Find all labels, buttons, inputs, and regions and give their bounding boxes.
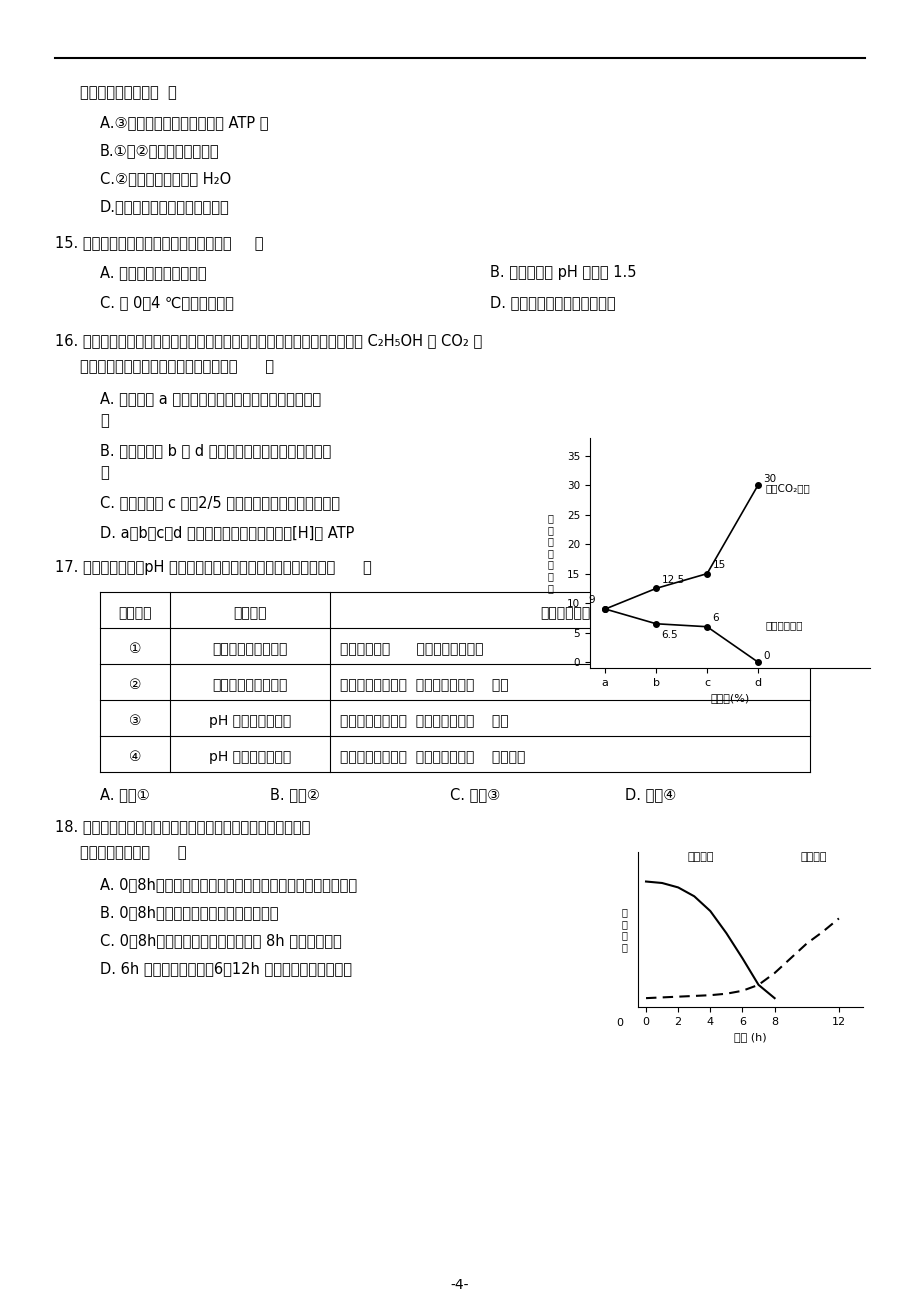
Text: D. 6h 时开始产生酒精，6～12h 酒精产生速率逐渐增大: D. 6h 时开始产生酒精，6～12h 酒精产生速率逐渐增大 — [100, 961, 352, 976]
Text: 产生CO₂的量: 产生CO₂的量 — [765, 483, 810, 493]
X-axis label: 氧浓度(%): 氧浓度(%) — [709, 693, 749, 703]
Text: ②: ② — [129, 678, 142, 691]
Text: 实验编号: 实验编号 — [119, 605, 152, 620]
Text: 6.5: 6.5 — [661, 630, 677, 639]
Text: 需氧呼吸: 需氧呼吸 — [687, 852, 713, 862]
Text: B. 当氧浓度为 b 和 d 时，酵母菌细胞呼吸的过程会不: B. 当氧浓度为 b 和 d 时，酵母菌细胞呼吸的过程会不 — [100, 443, 331, 458]
Text: 探究课题: 探究课题 — [233, 605, 267, 620]
Text: 选用材料与试剂: 选用材料与试剂 — [540, 605, 598, 620]
Text: B.①和②处产生乙的量相等: B.①和②处产生乙的量相等 — [100, 143, 220, 158]
Text: 6: 6 — [712, 613, 719, 624]
Text: C. 当氧浓度为 c 时，2/5 的葡萄糖用于酵母菌酒精发酵: C. 当氧浓度为 c 时，2/5 的葡萄糖用于酵母菌酒精发酵 — [100, 495, 340, 510]
Text: ③: ③ — [129, 713, 142, 728]
Text: pH 对酶活性的影响: pH 对酶活性的影响 — [209, 750, 290, 764]
Text: B. 将酶溶液的 pH 维持在 1.5: B. 将酶溶液的 pH 维持在 1.5 — [490, 266, 636, 280]
Text: 产生酒精的量: 产生酒精的量 — [765, 620, 802, 630]
Text: 吸: 吸 — [100, 413, 108, 428]
Text: 示，下列正确是（      ）: 示，下列正确是（ ） — [80, 845, 187, 861]
Text: C. 在 0～4 ℃下保存酶制剂: C. 在 0～4 ℃下保存酶制剂 — [100, 296, 233, 310]
Text: 18. 家庭酿酒过程中，密闭容器内酵母菌呼吸速率变化情况如图: 18. 家庭酿酒过程中，密闭容器内酵母菌呼吸速率变化情况如图 — [55, 819, 310, 835]
Text: pH 对酶活性的影响: pH 对酶活性的影响 — [209, 713, 290, 728]
Text: 0: 0 — [616, 1018, 623, 1027]
Text: 15: 15 — [712, 560, 725, 570]
Text: B. 0～8h，酵母菌种群数量增长越来越快: B. 0～8h，酵母菌种群数量增长越来越快 — [100, 905, 278, 921]
Text: A. 氧浓度为 a 时酵母菌没有有氧呼吸，只进行无氧呼: A. 氧浓度为 a 时酵母菌没有有氧呼吸，只进行无氧呼 — [100, 391, 321, 406]
Text: 9: 9 — [588, 595, 595, 605]
Text: 新制的蔗糖酶溶液  可溶性淀粉溶液    碘液: 新制的蔗糖酶溶液 可溶性淀粉溶液 碘液 — [340, 713, 508, 728]
Text: 新制的淀粉酶溶液  可溶性淀粉溶液    碘液: 新制的淀粉酶溶液 可溶性淀粉溶液 碘液 — [340, 678, 508, 691]
Text: 量如图所示。据图中信息推断错误的是（      ）: 量如图所示。据图中信息推断错误的是（ ） — [80, 359, 274, 374]
Text: ①: ① — [129, 642, 142, 656]
Text: 厌氧呼吸: 厌氧呼吸 — [800, 852, 826, 862]
Text: B. 实验②: B. 实验② — [269, 786, 320, 802]
Text: A. 实验①: A. 实验① — [100, 786, 150, 802]
Text: 16. 有一瓶混有酵母菌的葡萄糖培养液，当通入不同浓度的氧气时，其产生的 C₂H₅OH 和 CO₂ 的: 16. 有一瓶混有酵母菌的葡萄糖培养液，当通入不同浓度的氧气时，其产生的 C₂H… — [55, 333, 482, 348]
Text: 17. 为了探究温度、pH 对酶活性的影响，下列实验设计合理的是（      ）: 17. 为了探究温度、pH 对酶活性的影响，下列实验设计合理的是（ ） — [55, 560, 371, 575]
Text: 下列叙述正确的是（  ）: 下列叙述正确的是（ ） — [80, 85, 176, 100]
Y-axis label: 产
生
生
物
质
的
量: 产 生 生 物 质 的 量 — [547, 513, 552, 592]
Text: 30: 30 — [763, 474, 776, 484]
Text: 温度对酶活性的影响: 温度对酶活性的影响 — [212, 642, 288, 656]
Text: 12.5: 12.5 — [661, 574, 685, 585]
Y-axis label: 呼
吸
速
率: 呼 吸 速 率 — [620, 907, 627, 952]
Text: A. 烘干制取胃蛋白酶粉剂: A. 烘干制取胃蛋白酶粉剂 — [100, 266, 207, 280]
Text: C.②中的生理过程需要 H₂O: C.②中的生理过程需要 H₂O — [100, 171, 231, 186]
Text: 0: 0 — [763, 651, 769, 661]
Text: 15. 下列操作不会降低胃蛋白酶活性的是（     ）: 15. 下列操作不会降低胃蛋白酶活性的是（ ） — [55, 234, 263, 250]
Text: D.缺氧条件下甲可以转化为乳酸: D.缺氧条件下甲可以转化为乳酸 — [100, 199, 230, 214]
Text: 温度对酶活性的影响: 温度对酶活性的影响 — [212, 678, 288, 691]
Text: 新制的淀粉酶溶液  可溶性淀粉溶液    斐林试剂: 新制的淀粉酶溶液 可溶性淀粉溶液 斐林试剂 — [340, 750, 525, 764]
Text: C. 0～8h，容器内压强不断增大，在 8h 时达到最大值: C. 0～8h，容器内压强不断增大，在 8h 时达到最大值 — [100, 934, 341, 948]
Text: 过氧化氢溶液      新鲜的肝脏研磨液: 过氧化氢溶液 新鲜的肝脏研磨液 — [340, 642, 483, 656]
Text: C. 实验③: C. 实验③ — [449, 786, 500, 802]
Text: A.③处释放的能量全部储存在 ATP 中: A.③处释放的能量全部储存在 ATP 中 — [100, 115, 268, 130]
Text: D. 在酶溶液中加入重金属离子: D. 在酶溶液中加入重金属离子 — [490, 296, 615, 310]
Text: D. 实验④: D. 实验④ — [624, 786, 675, 802]
Text: ④: ④ — [129, 750, 142, 764]
Text: 同: 同 — [100, 465, 108, 480]
X-axis label: 时间 (h): 时间 (h) — [733, 1032, 766, 1043]
Text: D. a、b、c、d 不同氧浓度下，细胞都产生[H]和 ATP: D. a、b、c、d 不同氧浓度下，细胞都产生[H]和 ATP — [100, 525, 354, 540]
Text: -4-: -4- — [450, 1279, 469, 1292]
Text: A. 0～8h，容器内的水含量由于酵母菌的呼吸消耗而不断减少: A. 0～8h，容器内的水含量由于酵母菌的呼吸消耗而不断减少 — [100, 878, 357, 892]
